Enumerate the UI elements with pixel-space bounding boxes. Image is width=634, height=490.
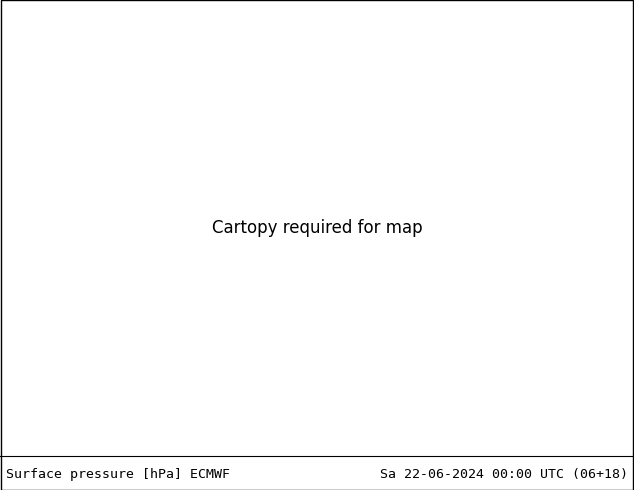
Text: Sa 22-06-2024 00:00 UTC (06+18): Sa 22-06-2024 00:00 UTC (06+18) bbox=[380, 468, 628, 481]
Text: Cartopy required for map: Cartopy required for map bbox=[212, 219, 422, 237]
Text: Surface pressure [hPa] ECMWF: Surface pressure [hPa] ECMWF bbox=[6, 468, 230, 481]
